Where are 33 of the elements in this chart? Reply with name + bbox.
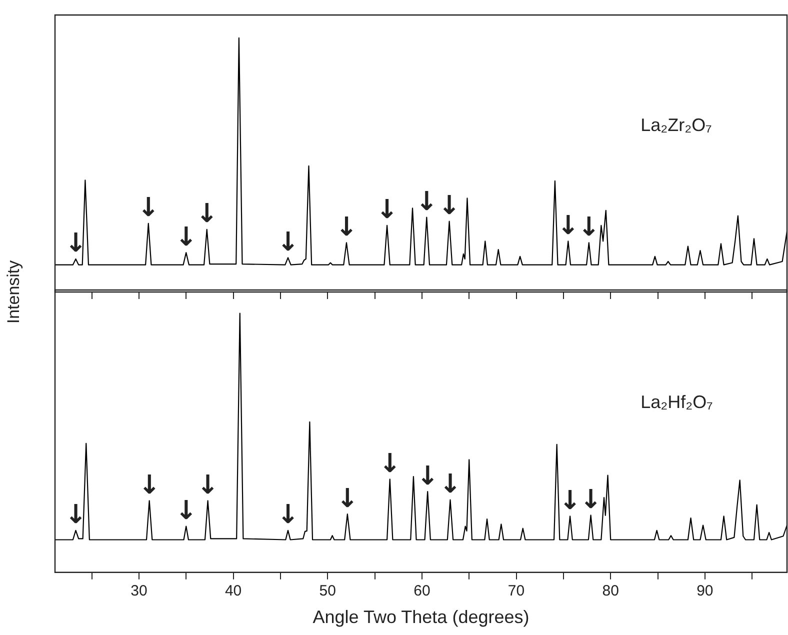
annotation: ↓ bbox=[196, 199, 218, 230]
annotation: ↓ bbox=[64, 228, 87, 259]
x-tick-label: 70 bbox=[508, 582, 525, 600]
x-tick-label: 50 bbox=[319, 582, 336, 600]
x-tick-label: 60 bbox=[414, 582, 430, 600]
annotation: ↓ bbox=[439, 470, 462, 500]
annotation: ↓ bbox=[438, 191, 460, 222]
annotation: ↓ bbox=[580, 484, 602, 515]
annotation: ↓ bbox=[559, 486, 581, 516]
annotation: La₂Hf₂O₇ bbox=[640, 392, 713, 412]
annotation: ↓ bbox=[416, 187, 438, 218]
annotation: ↓ bbox=[175, 222, 198, 252]
x-tick-label: 40 bbox=[224, 582, 242, 600]
annotation: ↓ bbox=[336, 484, 358, 514]
annotation: ↓ bbox=[376, 195, 398, 226]
annotation: ↓ bbox=[277, 500, 299, 530]
annotation: ↓ bbox=[137, 193, 160, 224]
annotation: ↓ bbox=[378, 448, 401, 479]
annotation: ↓ bbox=[578, 212, 600, 242]
x-axis-title: Angle Two Theta (degrees) bbox=[312, 607, 530, 628]
annotation: ↓ bbox=[138, 470, 160, 500]
annotation: La₂Zr₂O₇ bbox=[640, 114, 712, 135]
annotation: ↓ bbox=[557, 210, 580, 241]
x-tick-label: 30 bbox=[130, 582, 148, 600]
y-axis-title: Intensity bbox=[4, 260, 24, 324]
x-tick-label: 90 bbox=[696, 582, 714, 600]
annotation: ↓ bbox=[175, 496, 198, 526]
annotation: ↓ bbox=[64, 500, 87, 530]
annotation: ↓ bbox=[416, 461, 438, 492]
annotation: ↓ bbox=[277, 227, 299, 258]
annotation: ↓ bbox=[336, 212, 358, 242]
annotation: ↓ bbox=[196, 470, 219, 500]
x-tick-label: 80 bbox=[602, 582, 619, 600]
